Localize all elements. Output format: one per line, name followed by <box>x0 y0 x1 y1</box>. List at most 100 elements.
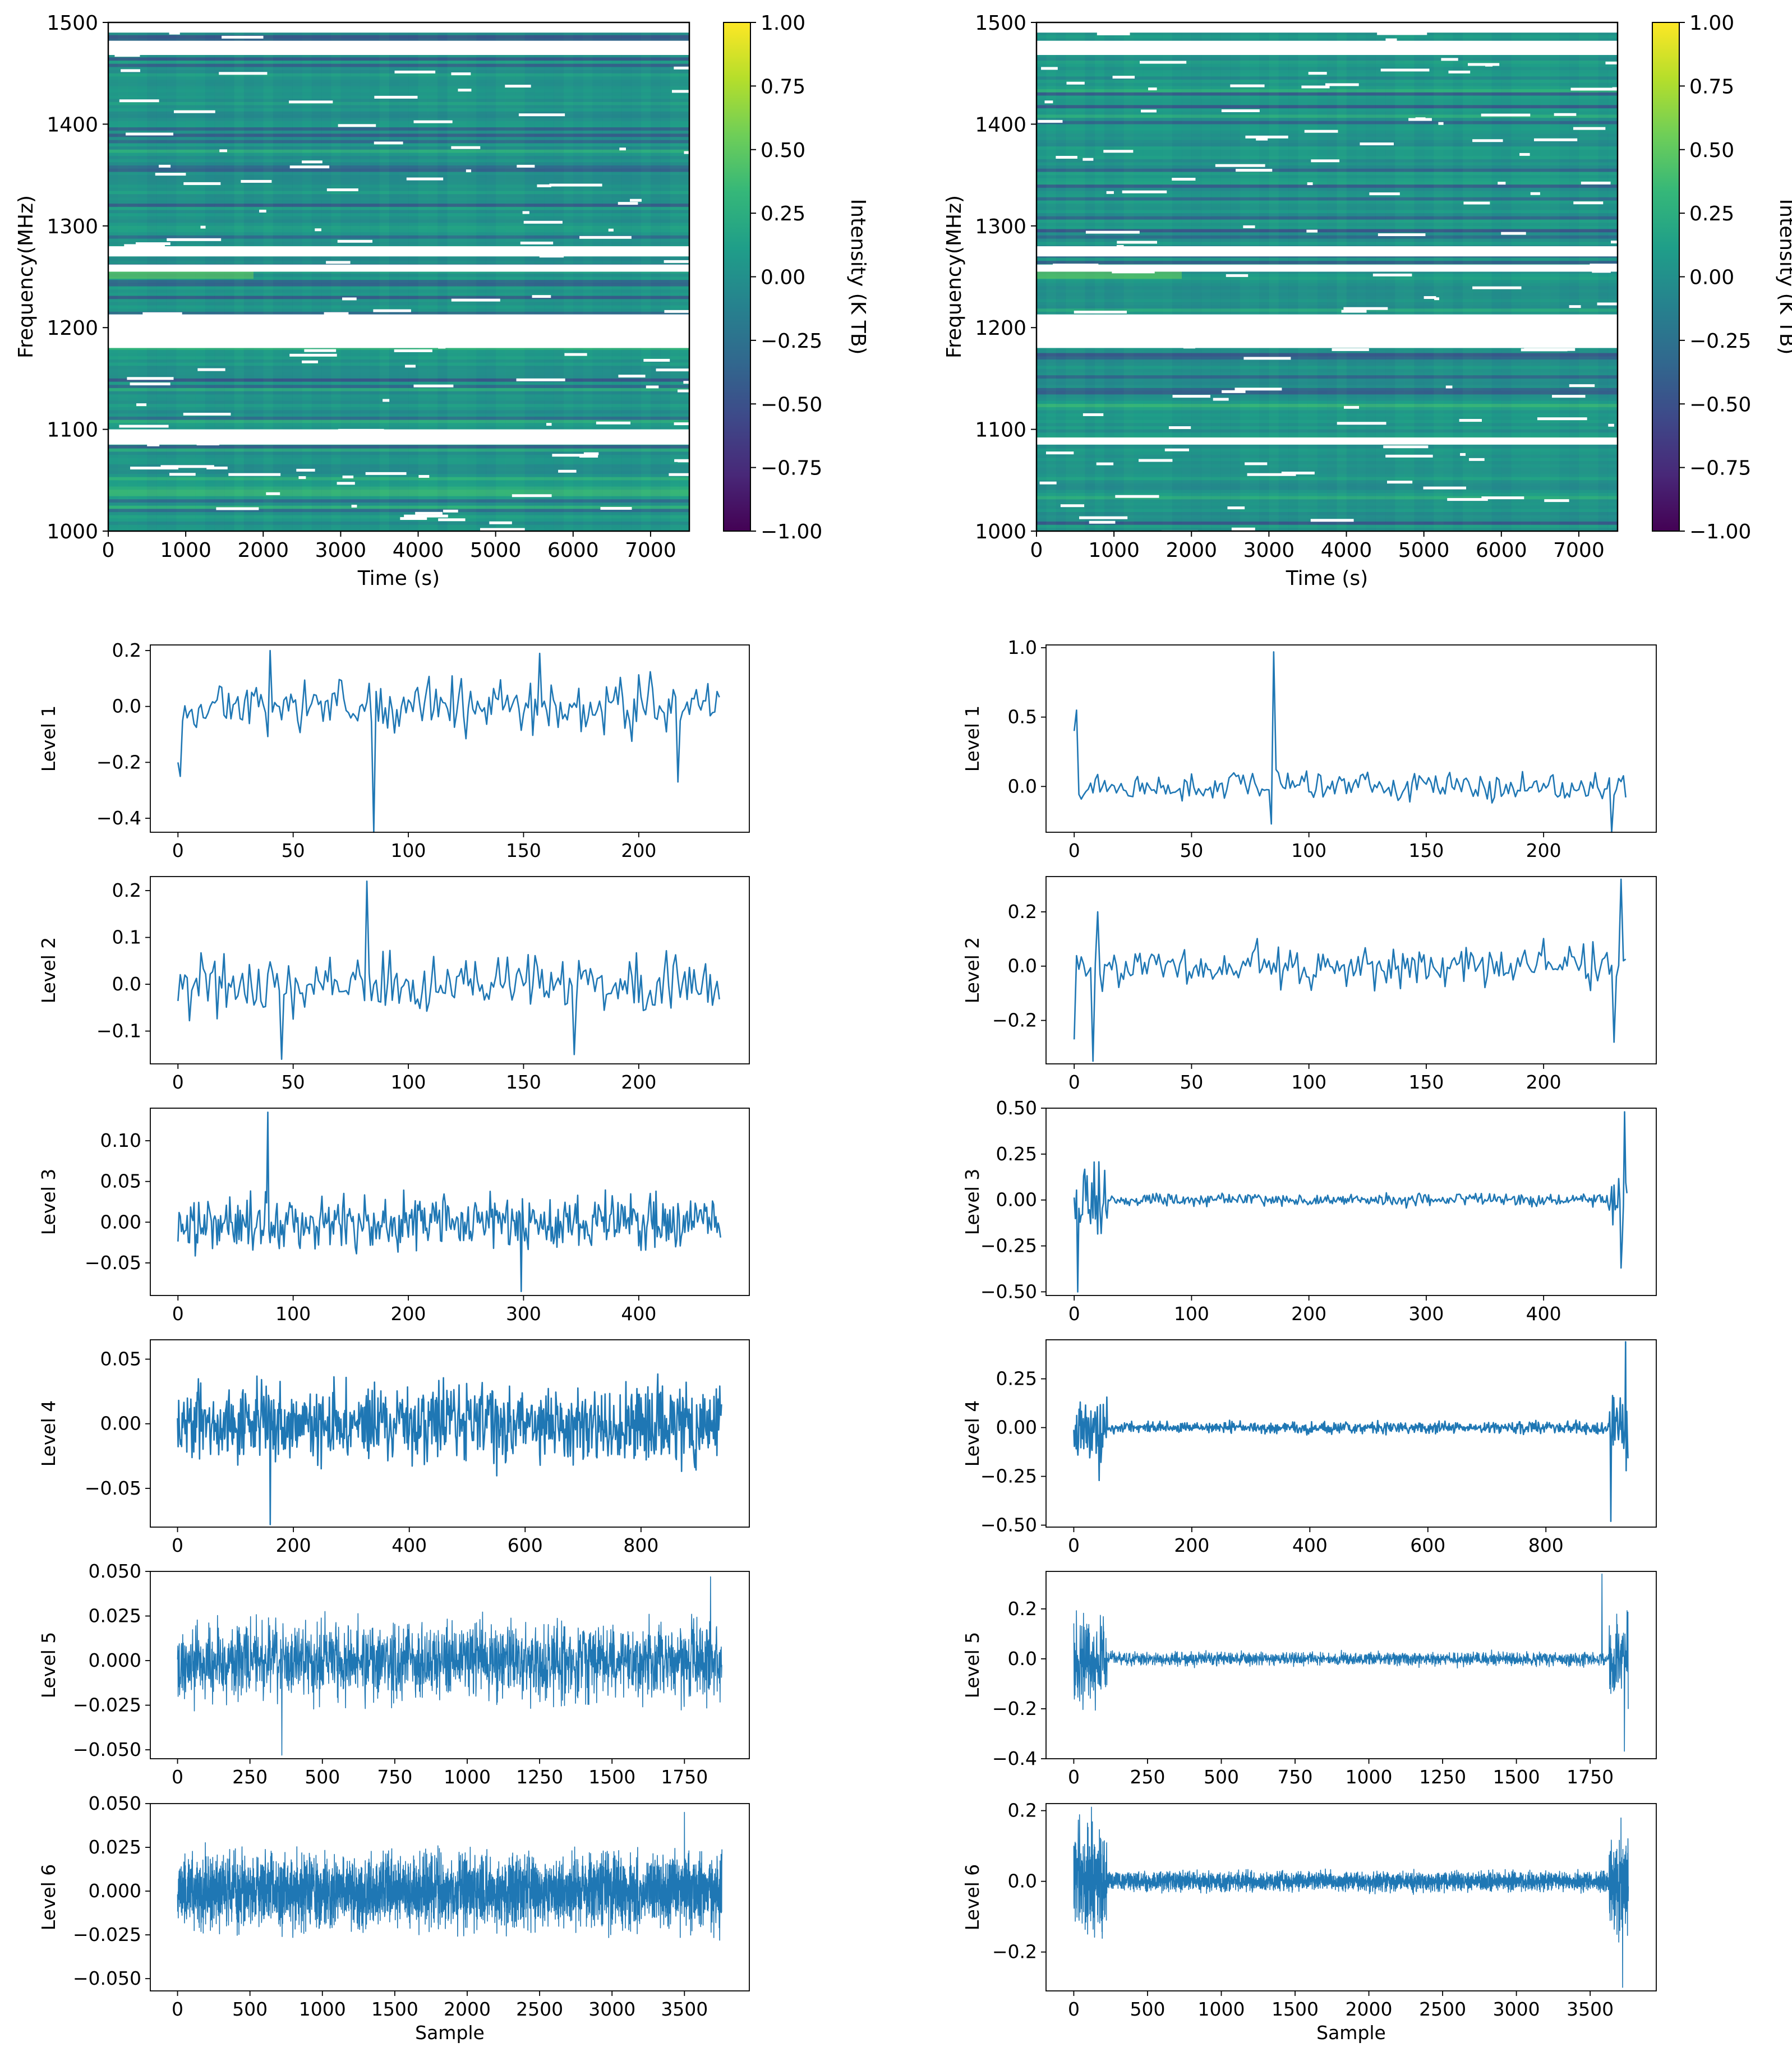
heatmap-column <box>524 22 535 531</box>
heatmap-flag <box>618 202 638 205</box>
heatmap-flag <box>619 147 626 151</box>
colorbar-tick-label: 1.00 <box>761 12 805 35</box>
heatmap-band <box>1036 54 1618 58</box>
heatmap-band <box>108 353 689 357</box>
heatmap-flag <box>1459 419 1482 422</box>
heatmap-band <box>108 181 689 185</box>
heatmap-band <box>108 191 689 195</box>
heatmap-band <box>108 477 689 481</box>
y-tick-label: 0.000 <box>89 1649 141 1671</box>
heatmap-flag <box>1453 531 1464 534</box>
heatmap-flag <box>539 255 564 258</box>
heatmap-column <box>292 22 302 531</box>
heatmap-band <box>1036 292 1618 297</box>
heatmap-flag <box>324 312 349 315</box>
heatmap-flag <box>1385 454 1433 458</box>
heatmap-band <box>108 149 689 154</box>
heatmap-column <box>1540 22 1550 531</box>
y-tick-label: 0.2 <box>1008 1800 1037 1822</box>
heatmap-flag <box>1074 310 1127 313</box>
heatmap-flag <box>1115 495 1159 498</box>
heatmap-band <box>108 276 689 280</box>
heatmap-flag <box>219 149 227 153</box>
heatmap-band <box>1036 296 1618 299</box>
heatmap-flag <box>1377 32 1427 35</box>
heatmap-band <box>1036 133 1618 137</box>
colorbar-tick-label: −0.25 <box>761 330 822 353</box>
heatmap-band <box>1036 372 1618 376</box>
heatmap-column <box>1607 22 1618 531</box>
heatmap-column <box>554 22 564 531</box>
heatmap-flag <box>1301 85 1330 89</box>
heatmap-band <box>108 133 689 137</box>
heatmap-band <box>108 121 689 125</box>
heatmap-band <box>108 419 689 423</box>
heatmap-flag <box>1097 32 1130 35</box>
heatmap-flag <box>674 422 698 426</box>
heatmap-flag <box>1490 49 1538 53</box>
heatmap-band <box>1036 480 1618 484</box>
heatmap-flag <box>1234 388 1282 391</box>
y-tick-label: 1100 <box>975 419 1026 442</box>
heatmap-flag <box>1378 233 1426 237</box>
x-tick-label: 200 <box>621 1071 656 1093</box>
x-tick-label: 50 <box>1180 1071 1203 1093</box>
heatmap-band <box>108 61 689 64</box>
heatmap-flag <box>124 244 165 247</box>
series-line <box>1073 1341 1629 1522</box>
right-level-5: 0 250 500 750 1000 1250 1500 1750 0.2 0.0 −0.2 −0.4… <box>961 1571 1657 1788</box>
heatmap-band <box>108 137 689 141</box>
heatmap-flag <box>418 474 430 478</box>
heatmap-column <box>1482 22 1492 531</box>
heatmap-flag <box>1222 390 1246 393</box>
heatmap-flag <box>1267 439 1318 442</box>
heatmap-flag <box>1481 113 1531 117</box>
heatmap-band <box>108 35 689 39</box>
x-tick-label: 2000 <box>1346 1998 1393 2020</box>
heatmap-flag <box>406 177 444 181</box>
heatmap-band <box>1036 61 1618 64</box>
heatmap-flag <box>1608 423 1614 427</box>
heatmap-band <box>108 92 689 96</box>
x-tick-label: 200 <box>621 840 656 861</box>
colorbar-tick-label: −0.50 <box>1689 393 1751 416</box>
heatmap-flag <box>1141 109 1157 113</box>
heatmap-flag <box>1307 182 1313 186</box>
heatmap-column <box>621 22 632 531</box>
heatmap-flag <box>315 228 321 232</box>
heatmap-flag <box>404 514 448 518</box>
heatmap-masked-band <box>1036 246 1618 257</box>
y-tick-label: 0.05 <box>100 1170 141 1192</box>
heatmap-column <box>1337 22 1347 531</box>
heatmap-flag <box>1168 426 1191 430</box>
heatmap-band <box>1036 140 1618 144</box>
heatmap-column <box>1307 22 1318 531</box>
heatmap-flag <box>1215 164 1265 167</box>
heatmap-band <box>108 223 689 227</box>
heatmap-band <box>108 509 689 513</box>
heatmap-band <box>1036 435 1618 440</box>
x-tick-label: 3000 <box>1243 539 1295 562</box>
heatmap-column <box>1210 22 1221 531</box>
y-tick-label: 0.5 <box>1008 706 1037 728</box>
heatmap-band <box>1036 505 1618 509</box>
heatmap-band <box>108 67 689 71</box>
heatmap-column <box>311 22 322 531</box>
heatmap-column <box>1375 22 1386 531</box>
heatmap-flag <box>173 110 215 113</box>
plot-frame <box>1045 1803 1657 1991</box>
heatmap-band <box>1036 102 1618 105</box>
heatmap-column <box>418 22 429 531</box>
y-tick-label: 1500 <box>975 12 1026 35</box>
colorbar-tick-label: 0.00 <box>761 266 805 289</box>
y-tick-label: 1300 <box>47 215 98 238</box>
heatmap-band <box>1036 80 1618 84</box>
heatmap-band <box>1036 67 1618 71</box>
heatmap-flag <box>1383 445 1429 449</box>
heatmap-column <box>254 22 264 531</box>
heatmap-flag <box>1597 246 1651 250</box>
heatmap-column <box>534 22 545 531</box>
heatmap-band <box>108 76 689 80</box>
heatmap-flag <box>518 113 565 117</box>
heatmap-band <box>1036 524 1618 528</box>
